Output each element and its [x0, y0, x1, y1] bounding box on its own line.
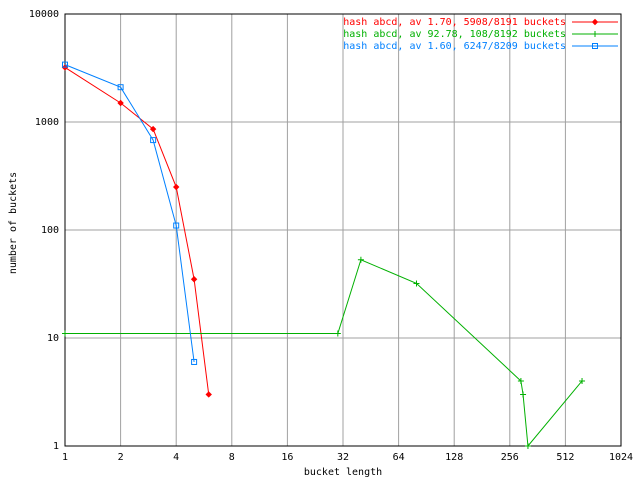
y-tick-label: 1000	[35, 117, 59, 128]
x-tick-label: 8	[229, 452, 235, 463]
marker	[62, 330, 68, 337]
y-tick-label: 10	[47, 333, 59, 344]
x-tick-label: 2	[118, 452, 124, 463]
marker	[190, 276, 198, 283]
legend-label: hash abcd, av 1.60, 6247/8209 buckets	[343, 41, 566, 52]
marker	[357, 256, 364, 263]
y-tick-label: 10000	[29, 9, 59, 20]
x-tick-label: 1024	[609, 452, 633, 463]
legend-label: hash abcd, av 92.78, 108/8192 buckets	[343, 29, 566, 40]
line	[64, 67, 210, 395]
x-tick-label: 256	[501, 452, 519, 463]
x-tick-label: 16	[281, 452, 293, 463]
legend-label: hash abcd, av 1.70, 5908/8191 buckets	[343, 17, 566, 28]
marker	[149, 125, 157, 133]
marker	[579, 377, 586, 384]
marker	[205, 391, 212, 398]
x-tick-label: 1	[62, 452, 68, 463]
marker	[524, 443, 531, 449]
x-tick-label: 512	[556, 452, 574, 463]
marker	[517, 377, 524, 384]
marker	[173, 222, 180, 229]
marker	[520, 391, 527, 398]
marker	[117, 99, 124, 107]
x-tick-label: 128	[445, 452, 463, 463]
marker	[172, 183, 180, 191]
marker	[191, 358, 198, 365]
y-tick-label: 1	[53, 441, 59, 452]
y-tick-label: 100	[41, 225, 59, 236]
x-axis-label: bucket length	[304, 467, 382, 478]
legend-marker	[592, 31, 598, 37]
marker	[62, 61, 68, 68]
legend-marker	[592, 43, 598, 49]
line	[65, 259, 583, 448]
line	[64, 64, 195, 363]
x-tick-label: 64	[393, 452, 405, 463]
x-tick-label: 4	[173, 452, 179, 463]
marker	[117, 84, 124, 91]
legend-marker	[591, 18, 599, 26]
marker	[334, 330, 341, 337]
marker	[150, 137, 157, 144]
x-tick-label: 32	[337, 452, 349, 463]
y-axis-label: number of buckets	[8, 172, 19, 274]
plot-frame	[64, 13, 622, 447]
marker	[413, 280, 420, 287]
